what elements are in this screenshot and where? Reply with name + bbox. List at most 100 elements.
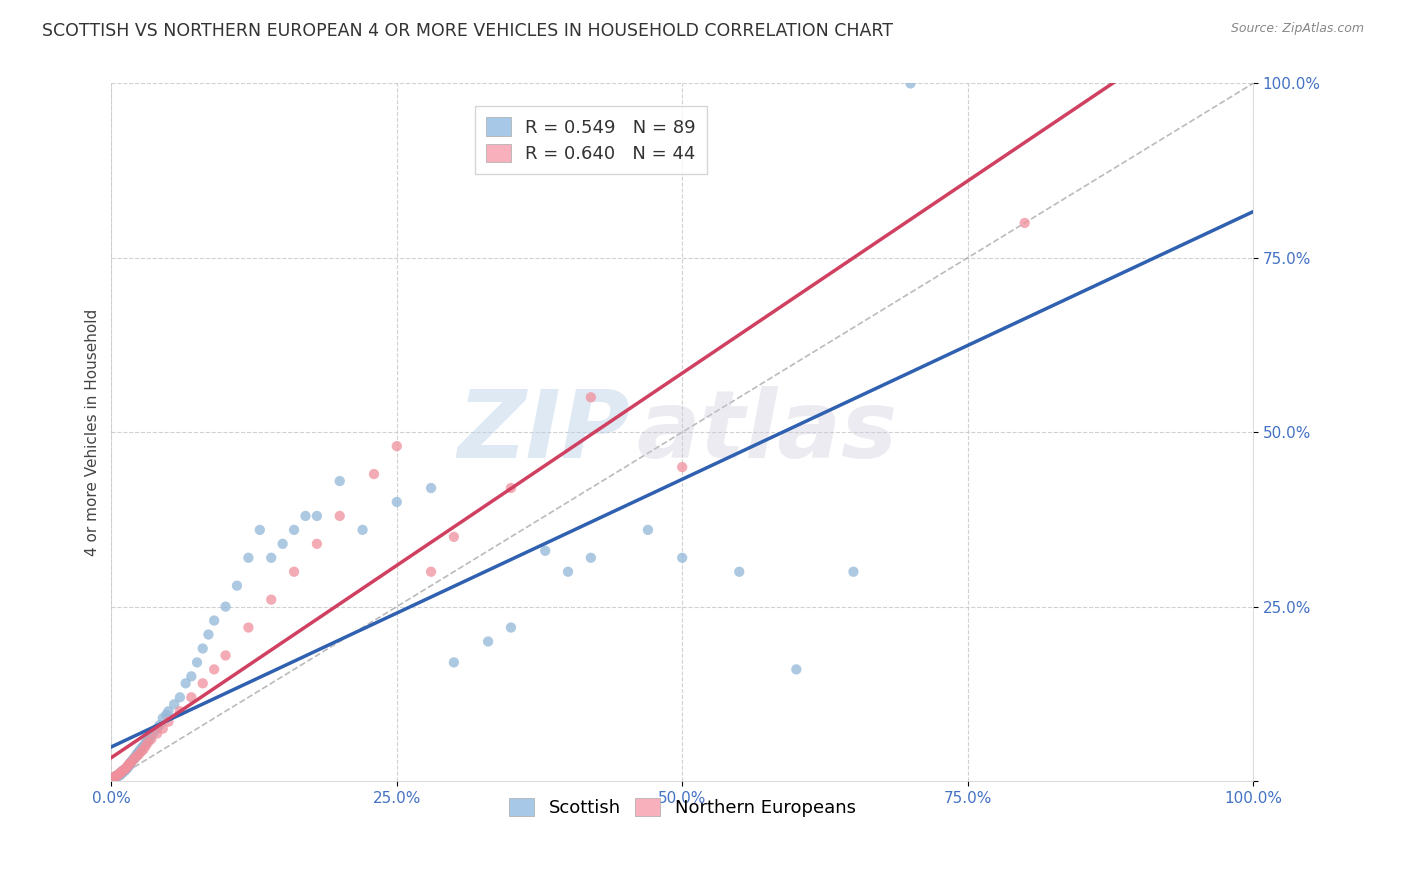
Point xyxy=(842,565,865,579)
Point xyxy=(104,770,127,784)
Point xyxy=(146,722,169,736)
Point xyxy=(118,758,141,772)
Point xyxy=(107,768,129,782)
Point xyxy=(191,676,214,690)
Point xyxy=(141,729,163,743)
Point xyxy=(579,550,602,565)
Point xyxy=(107,768,129,782)
Point xyxy=(238,550,260,565)
Point xyxy=(363,467,385,481)
Point xyxy=(169,690,191,705)
Point xyxy=(118,756,141,771)
Point xyxy=(141,732,163,747)
Point xyxy=(111,764,134,779)
Point xyxy=(329,474,352,488)
Point xyxy=(122,752,145,766)
Point xyxy=(120,755,142,769)
Point xyxy=(238,621,260,635)
Point xyxy=(785,662,807,676)
Point xyxy=(108,768,131,782)
Point xyxy=(117,761,139,775)
Point xyxy=(129,745,152,759)
Point xyxy=(180,669,202,683)
Point xyxy=(118,756,141,771)
Point xyxy=(104,771,127,785)
Point xyxy=(305,537,328,551)
Text: ZIP: ZIP xyxy=(458,386,631,478)
Point xyxy=(117,759,139,773)
Point xyxy=(637,523,659,537)
Point xyxy=(671,550,693,565)
Point xyxy=(111,764,134,778)
Point xyxy=(155,707,177,722)
Point xyxy=(420,565,443,579)
Point xyxy=(117,759,139,773)
Point xyxy=(1014,216,1036,230)
Point xyxy=(124,749,146,764)
Point xyxy=(329,508,352,523)
Point xyxy=(157,704,180,718)
Point xyxy=(385,495,408,509)
Point xyxy=(111,764,134,779)
Point xyxy=(105,770,128,784)
Point xyxy=(146,726,169,740)
Point xyxy=(115,762,138,776)
Point xyxy=(443,656,465,670)
Text: SCOTTISH VS NORTHERN EUROPEAN 4 OR MORE VEHICLES IN HOUSEHOLD CORRELATION CHART: SCOTTISH VS NORTHERN EUROPEAN 4 OR MORE … xyxy=(42,22,893,40)
Point xyxy=(104,770,127,784)
Point xyxy=(114,763,136,777)
Point xyxy=(260,550,283,565)
Point xyxy=(128,745,150,759)
Point xyxy=(115,761,138,775)
Point xyxy=(110,765,132,780)
Point xyxy=(129,742,152,756)
Point xyxy=(131,740,153,755)
Point xyxy=(136,736,159,750)
Point xyxy=(135,737,157,751)
Point xyxy=(557,565,579,579)
Point xyxy=(107,768,129,782)
Point xyxy=(499,621,522,635)
Point xyxy=(202,662,225,676)
Point xyxy=(283,565,305,579)
Point xyxy=(108,767,131,781)
Point xyxy=(103,771,125,785)
Point xyxy=(111,764,134,779)
Point xyxy=(105,768,128,782)
Point xyxy=(138,732,160,747)
Point xyxy=(249,523,271,537)
Point xyxy=(152,722,174,736)
Point xyxy=(163,698,186,712)
Point xyxy=(104,769,127,783)
Point xyxy=(105,769,128,783)
Point xyxy=(103,771,125,785)
Legend: Scottish, Northern Europeans: Scottish, Northern Europeans xyxy=(502,790,863,824)
Point xyxy=(135,739,157,753)
Point xyxy=(110,768,132,782)
Point xyxy=(105,768,128,782)
Point xyxy=(114,764,136,778)
Point xyxy=(283,523,305,537)
Point xyxy=(180,690,202,705)
Point xyxy=(186,656,208,670)
Point xyxy=(197,627,219,641)
Point xyxy=(127,746,149,760)
Point xyxy=(129,743,152,757)
Point xyxy=(152,711,174,725)
Point xyxy=(128,747,150,762)
Point xyxy=(135,736,157,750)
Point xyxy=(111,764,134,778)
Point xyxy=(305,508,328,523)
Point xyxy=(122,751,145,765)
Point xyxy=(214,648,236,663)
Point xyxy=(271,537,294,551)
Point xyxy=(122,752,145,766)
Point xyxy=(117,758,139,772)
Point xyxy=(157,714,180,729)
Point xyxy=(671,460,693,475)
Point xyxy=(110,766,132,780)
Point xyxy=(110,765,132,780)
Point xyxy=(108,768,131,782)
Point xyxy=(169,704,191,718)
Point xyxy=(260,592,283,607)
